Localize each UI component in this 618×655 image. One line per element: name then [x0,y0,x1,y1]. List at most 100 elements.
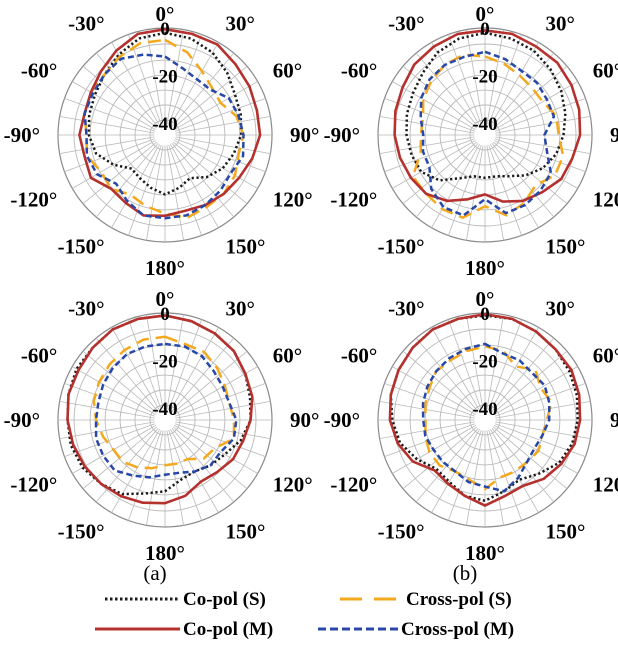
theta-tick-label: -90° [4,408,40,432]
grid-spoke [415,52,479,128]
polar-grid [57,312,273,528]
grid-spoke [59,116,155,134]
grid-spoke [491,142,555,218]
grid-spoke [166,145,184,241]
grid-spoke [59,136,155,154]
grid-spoke [448,34,482,126]
theta-tick-label: -120° [330,473,377,497]
grid-spoke [128,144,162,236]
grid-spoke [175,421,271,439]
grid-spoke [64,98,156,132]
grid-spoke [166,430,184,526]
grid-spoke [169,144,219,228]
polar-panel-a-top: 0 -20 -40 0° 30° 60° 90° 120° 150° 180° -150°-120°… [4,2,320,280]
legend-label: Co-pol (M) [183,619,273,640]
theta-tick-label: 180° [145,256,185,280]
theta-tick-label: -60° [21,59,57,83]
theta-tick-label: -90° [324,123,360,147]
grid-spoke [168,429,202,521]
series-line-co-pol-s [405,31,567,182]
theta-tick-label: -150° [58,520,105,544]
grid-spoke [494,425,578,474]
grid-spoke [174,98,266,132]
theta-tick-label: -120° [10,188,57,212]
grid-spoke [490,327,539,411]
r-tick-label: -40 [152,114,177,135]
grid-spoke [146,145,164,241]
grid-spoke [146,430,164,526]
grid-spoke [466,145,484,241]
theta-tick-label: 60° [593,344,618,368]
r-tick-label: -20 [152,352,177,373]
legend-label: Cross-pol (S) [406,589,512,610]
grid-spoke [448,429,482,521]
polar-panel-b-bottom: 0 -20 -40 0° 30° 60° 90° 120° 150° 180° -150°-120°… [324,287,618,565]
grid-spoke [166,29,184,125]
grid-spoke [82,65,158,129]
theta-tick-label: 180° [145,541,185,565]
grid-spoke [490,429,539,513]
grid-spoke [128,34,162,126]
theta-tick-label: 180° [465,541,505,565]
grid-spoke [72,81,156,131]
series-line-cross-pol-s [424,345,553,491]
grid-spoke [72,139,156,189]
r-tick-label: -20 [472,352,497,373]
r-tick-label: -40 [152,399,177,420]
theta-tick-label: 30° [546,296,575,320]
grid-spoke [402,65,478,129]
r-tick-label: 0 [480,19,490,40]
grid-spoke [64,138,156,172]
r-tick-label: -20 [472,67,497,88]
grid-spoke [494,139,578,189]
polar-panel-a-bottom: 0 -20 -40 0° 30° 60° 90° 120° 150° 180° -150°-120°… [4,287,320,565]
grid-spoke [448,144,482,236]
theta-tick-label: -120° [330,188,377,212]
series-line-cross-pol-s [411,53,565,219]
series-line-co-pol-m [393,29,582,203]
r-tick-label: 0 [160,304,170,325]
theta-tick-label: 150° [546,235,586,259]
theta-tick-label: 60° [593,59,618,83]
grid-spoke [384,383,476,417]
polar-panel-b-top: 0 -20 -40 0° 30° 60° 90° 120° 150° 180° -150°-120°… [324,2,618,280]
polar-grid [377,312,593,528]
grid-spoke [174,423,266,457]
theta-tick-label: 60° [273,344,302,368]
legend-label: Cross-pol (M) [401,619,514,640]
grid-spoke [174,139,258,189]
series-line-cross-pol-s [92,335,236,470]
theta-tick-label: 0° [156,287,175,311]
theta-tick-label: 120° [593,473,618,497]
grid-spoke [384,138,476,172]
grid-spoke [175,116,271,134]
grid-spoke [466,430,484,526]
grid-spoke [495,401,591,419]
series-line-co-pol-m [66,314,254,505]
grid-spoke [171,427,235,503]
grid-spoke [384,423,476,457]
series-line-co-pol-s [389,314,579,503]
grid-spoke [494,98,586,132]
theta-tick-label: -30° [388,11,424,35]
series-line-cross-pol-m [419,50,556,217]
grid-spoke [486,29,504,125]
grid-spoke [72,366,156,415]
grid-spoke [492,65,568,129]
theta-tick-label: -90° [4,123,40,147]
legend: Co-pol (S) Cross-pol (S) Co-pol (M) Cross-p… [95,589,514,640]
grid-spoke [95,337,159,413]
grid-spoke [495,116,591,134]
polar-grid [377,27,593,243]
grid-spoke [466,29,484,125]
series-line-co-pol-m [388,312,582,507]
grid-spoke [95,427,159,503]
grid-spoke [174,366,258,415]
theta-tick-label: 180° [465,256,505,280]
grid-spoke [64,383,156,417]
grid-spoke [64,423,156,457]
grid-spoke [392,139,476,189]
r-tick-label: 0 [480,304,490,325]
polar-panels: 0-20-400° 30°60°90°120°150°180°-150°-120°… [4,2,618,565]
